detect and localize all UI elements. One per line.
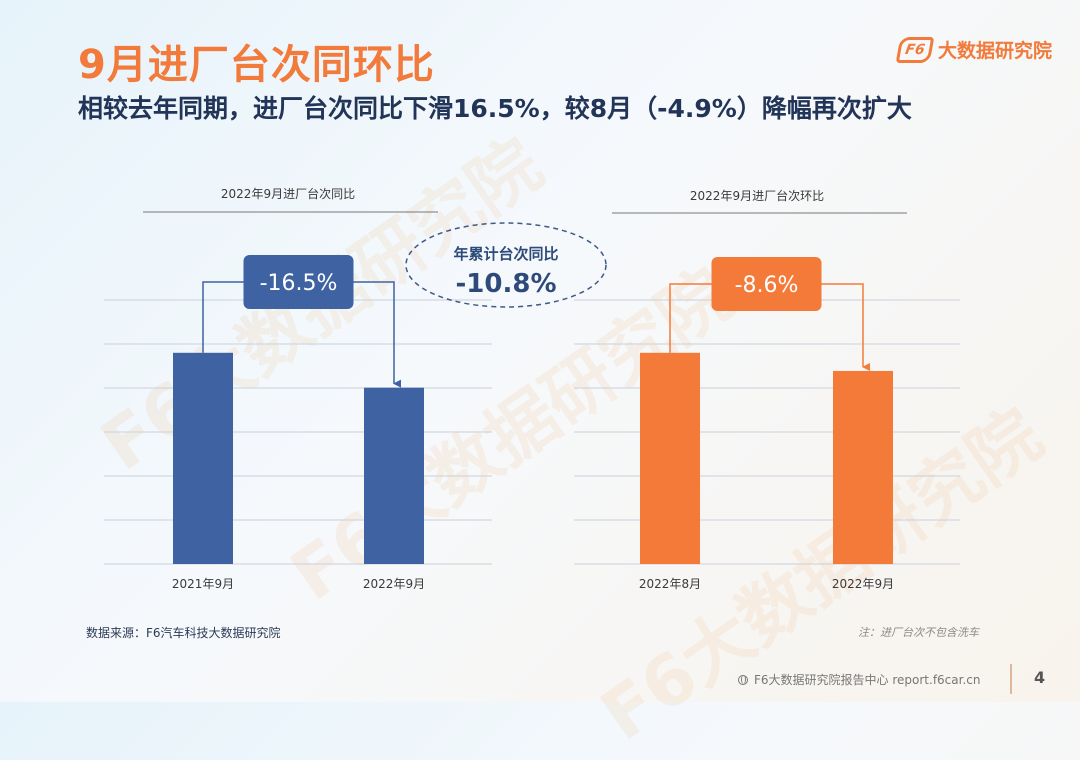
brand-logo: F6 大数据研究院 (895, 36, 1052, 63)
globe-icon (738, 674, 748, 685)
footer-site[interactable]: F6大数据研究院报告中心 report.f6car.cn (738, 671, 980, 688)
footer-divider (1010, 664, 1012, 694)
charts-canvas: 2022年9月进厂台次同比 2021年9月 2022年9月 -16.5% 2022年9月… (104, 186, 960, 591)
ytd-callout-ellipse (405, 222, 607, 308)
ytd-callout-label: 年累计台次同比 (453, 245, 558, 263)
x-tick-label: 2022年9月 (363, 577, 425, 591)
data-source: 数据来源：F6汽车科技大数据研究院 (86, 626, 281, 640)
page-title: 9月进厂台次同环比 (78, 42, 435, 88)
chart-title: 2022年9月进厂台次同比 (221, 186, 355, 201)
chart-title: 2022年9月进厂台次环比 (690, 188, 824, 203)
page-number: 4 (1034, 668, 1046, 687)
change-badge (243, 255, 354, 309)
page-subtitle: 相较去年同期，进厂台次同比下滑16.5%，较8月（-4.9%）降幅再次扩大 (78, 94, 912, 123)
logo-text: 大数据研究院 (937, 40, 1052, 62)
bar (833, 370, 893, 564)
footer-site-text: F6大数据研究院报告中心 report.f6car.cn (754, 673, 981, 687)
x-tick-label: 2021年9月 (172, 577, 234, 591)
x-tick-label: 2022年9月 (832, 577, 894, 591)
footnote: 注：进厂台次不包含洗车 (858, 626, 979, 639)
bar (364, 387, 424, 564)
bar (173, 352, 233, 564)
change-badge-label: -8.6% (735, 273, 799, 298)
change-badge (711, 257, 822, 311)
ytd-callout-value: -10.8% (456, 269, 557, 299)
x-tick-label: 2022年8月 (639, 577, 701, 591)
change-badge-label: -16.5% (260, 271, 338, 296)
bar (640, 352, 700, 564)
